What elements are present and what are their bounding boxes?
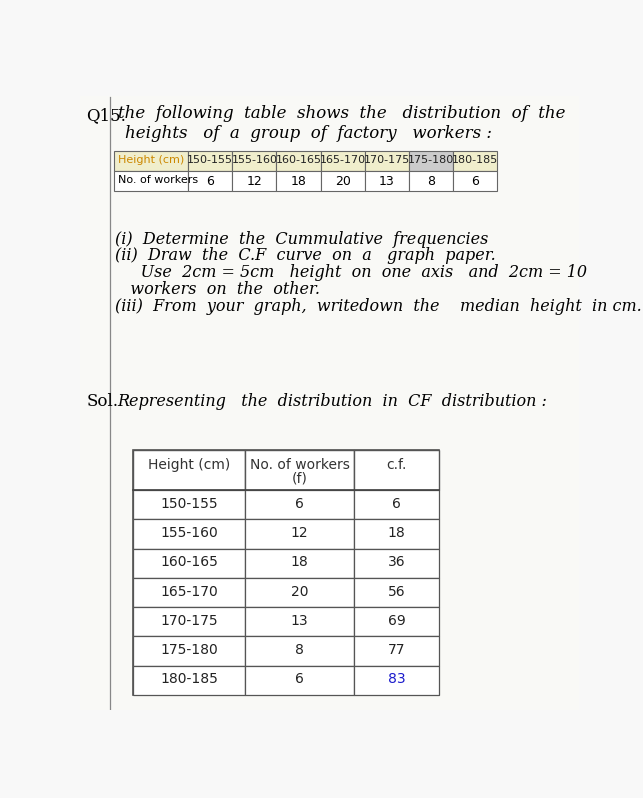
Text: Height (cm): Height (cm)	[148, 458, 230, 472]
Bar	[354, 578, 439, 607]
Text: workers  on  the  other.: workers on the other.	[115, 282, 320, 298]
Text: 8: 8	[295, 643, 304, 658]
Text: 12: 12	[246, 175, 262, 188]
Bar	[453, 172, 497, 192]
Bar	[133, 607, 246, 636]
Text: (i)  Determine  the  Cummulative  frequencies: (i) Determine the Cummulative frequencie…	[115, 231, 489, 247]
Text: 180-185: 180-185	[452, 155, 498, 165]
Text: 36: 36	[388, 555, 405, 570]
Text: 56: 56	[388, 585, 405, 598]
Text: 13: 13	[291, 614, 309, 628]
Bar	[133, 578, 246, 607]
Text: 13: 13	[379, 175, 395, 188]
Text: heights   of  a  group  of  factory   workers :: heights of a group of factory workers :	[125, 125, 493, 142]
Bar	[133, 519, 246, 548]
Text: 6: 6	[471, 175, 479, 188]
Bar	[321, 172, 365, 192]
Text: 150-155: 150-155	[187, 155, 233, 165]
Bar	[246, 519, 354, 548]
Text: Sol.: Sol.	[87, 393, 118, 410]
Bar	[409, 151, 453, 172]
Bar	[188, 151, 232, 172]
Text: Q15.: Q15.	[87, 107, 127, 124]
Bar	[246, 636, 354, 666]
Bar	[354, 636, 439, 666]
Text: 18: 18	[388, 526, 406, 540]
Text: Height (cm): Height (cm)	[118, 155, 185, 165]
Bar	[246, 578, 354, 607]
Bar	[453, 151, 497, 172]
Text: (iii)  From  your  graph,  writedown  the    median  height  in cm.: (iii) From your graph, writedown the med…	[115, 298, 642, 315]
Text: 6: 6	[295, 673, 304, 686]
Bar	[276, 151, 321, 172]
Text: No. of workers: No. of workers	[249, 458, 350, 472]
Text: 165-170: 165-170	[320, 155, 366, 165]
Text: 170-175: 170-175	[161, 614, 218, 628]
Text: 8: 8	[427, 175, 435, 188]
Bar	[409, 172, 453, 192]
Text: the  following  table  shows  the   distribution  of  the: the following table shows the distributi…	[118, 105, 565, 122]
Bar	[114, 151, 188, 172]
Bar	[246, 450, 354, 490]
Text: Representing   the  distribution  in  CF  distribution :: Representing the distribution in CF dist…	[118, 393, 547, 410]
Text: 83: 83	[388, 673, 405, 686]
Bar	[365, 172, 409, 192]
Text: (ii)  Draw  the  C.F  curve  on  a   graph  paper.: (ii) Draw the C.F curve on a graph paper…	[115, 247, 496, 264]
Bar	[246, 607, 354, 636]
Bar	[246, 548, 354, 578]
Bar	[133, 548, 246, 578]
Text: 18: 18	[291, 175, 307, 188]
Text: 160-165: 160-165	[276, 155, 322, 165]
Text: Use  2cm = 5cm   height  on  one  axis   and  2cm = 10: Use 2cm = 5cm height on one axis and 2cm…	[115, 264, 587, 282]
Bar	[365, 151, 409, 172]
Text: 175-180: 175-180	[160, 643, 218, 658]
Text: c.f.: c.f.	[386, 458, 407, 472]
Text: No. of workers: No. of workers	[118, 175, 199, 185]
Bar	[246, 666, 354, 695]
Text: 6: 6	[392, 497, 401, 511]
Text: 165-170: 165-170	[160, 585, 218, 598]
Text: 20: 20	[335, 175, 350, 188]
Bar	[114, 172, 188, 192]
Text: 175-180: 175-180	[408, 155, 454, 165]
Text: 6: 6	[295, 497, 304, 511]
Bar	[354, 548, 439, 578]
Text: 170-175: 170-175	[364, 155, 410, 165]
Text: 180-185: 180-185	[160, 673, 218, 686]
Bar	[188, 172, 232, 192]
Bar	[133, 450, 439, 695]
Text: 20: 20	[291, 585, 309, 598]
Bar	[354, 519, 439, 548]
Text: 150-155: 150-155	[161, 497, 218, 511]
Bar	[354, 450, 439, 490]
Text: 77: 77	[388, 643, 405, 658]
Text: 6: 6	[206, 175, 214, 188]
Bar	[133, 666, 246, 695]
Text: 155-160: 155-160	[231, 155, 277, 165]
Text: 160-165: 160-165	[160, 555, 218, 570]
Bar	[354, 490, 439, 519]
Bar	[354, 607, 439, 636]
Bar	[321, 151, 365, 172]
Text: 12: 12	[291, 526, 309, 540]
Bar	[133, 636, 246, 666]
Text: 155-160: 155-160	[160, 526, 218, 540]
Text: 18: 18	[291, 555, 309, 570]
Bar	[232, 172, 276, 192]
Bar	[276, 172, 321, 192]
Bar	[354, 666, 439, 695]
Text: (f): (f)	[292, 472, 307, 485]
Text: 69: 69	[388, 614, 406, 628]
Bar	[133, 450, 246, 490]
Bar	[133, 490, 246, 519]
Bar	[232, 151, 276, 172]
Bar	[246, 490, 354, 519]
